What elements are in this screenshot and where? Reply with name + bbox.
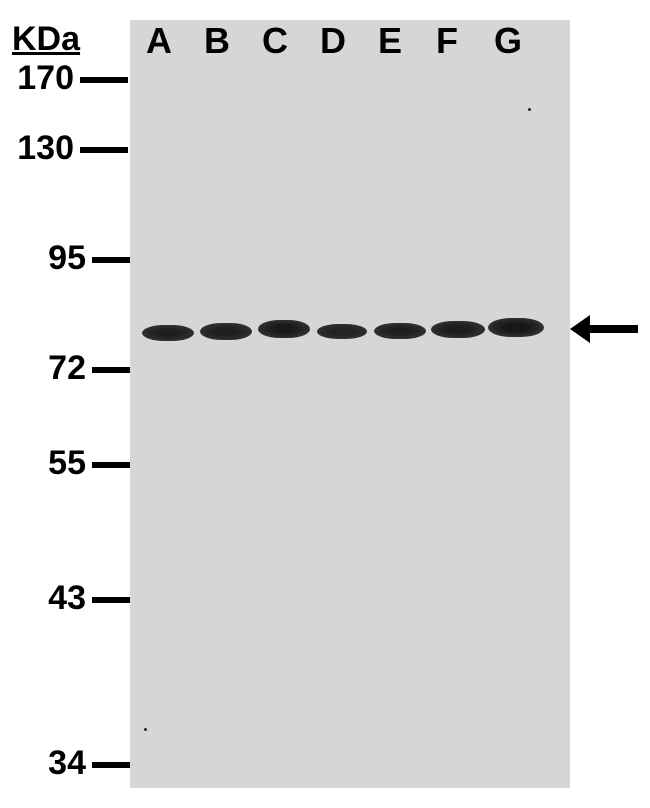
kda-header: KDa	[12, 20, 80, 59]
band-lane-C	[258, 320, 310, 338]
marker-label-34: 34	[48, 744, 86, 783]
marker-label-95: 95	[48, 239, 86, 278]
lane-label-G: G	[494, 20, 522, 62]
marker-label-43: 43	[48, 579, 86, 618]
band-lane-A	[142, 325, 194, 341]
band-lane-D	[317, 324, 367, 339]
western-blot-figure: KDa 170 130 95 72 55 43 34 ABCDEFG	[0, 0, 650, 808]
band-lane-B	[200, 323, 252, 340]
marker-tick-72	[92, 367, 130, 373]
lane-label-D: D	[320, 20, 346, 62]
lane-label-B: B	[204, 20, 230, 62]
arrow-shaft	[590, 325, 638, 333]
marker-label-55: 55	[48, 444, 86, 483]
membrane-background	[130, 20, 570, 788]
lane-label-E: E	[378, 20, 402, 62]
marker-tick-55	[92, 462, 130, 468]
marker-label-72: 72	[48, 349, 86, 388]
band-lane-F	[431, 321, 485, 338]
speck-0	[528, 108, 531, 111]
marker-tick-43	[92, 597, 130, 603]
marker-label-130: 130	[17, 129, 74, 168]
speck-1	[144, 728, 147, 731]
marker-tick-130	[80, 147, 128, 153]
lane-label-A: A	[146, 20, 172, 62]
band-lane-E	[374, 323, 426, 339]
marker-label-170: 170	[17, 59, 74, 98]
lane-label-F: F	[436, 20, 458, 62]
lane-label-C: C	[262, 20, 288, 62]
marker-tick-95	[92, 257, 130, 263]
marker-tick-170	[80, 77, 128, 83]
band-lane-G	[488, 318, 544, 337]
arrow-head	[570, 315, 590, 343]
marker-tick-34	[92, 762, 130, 768]
